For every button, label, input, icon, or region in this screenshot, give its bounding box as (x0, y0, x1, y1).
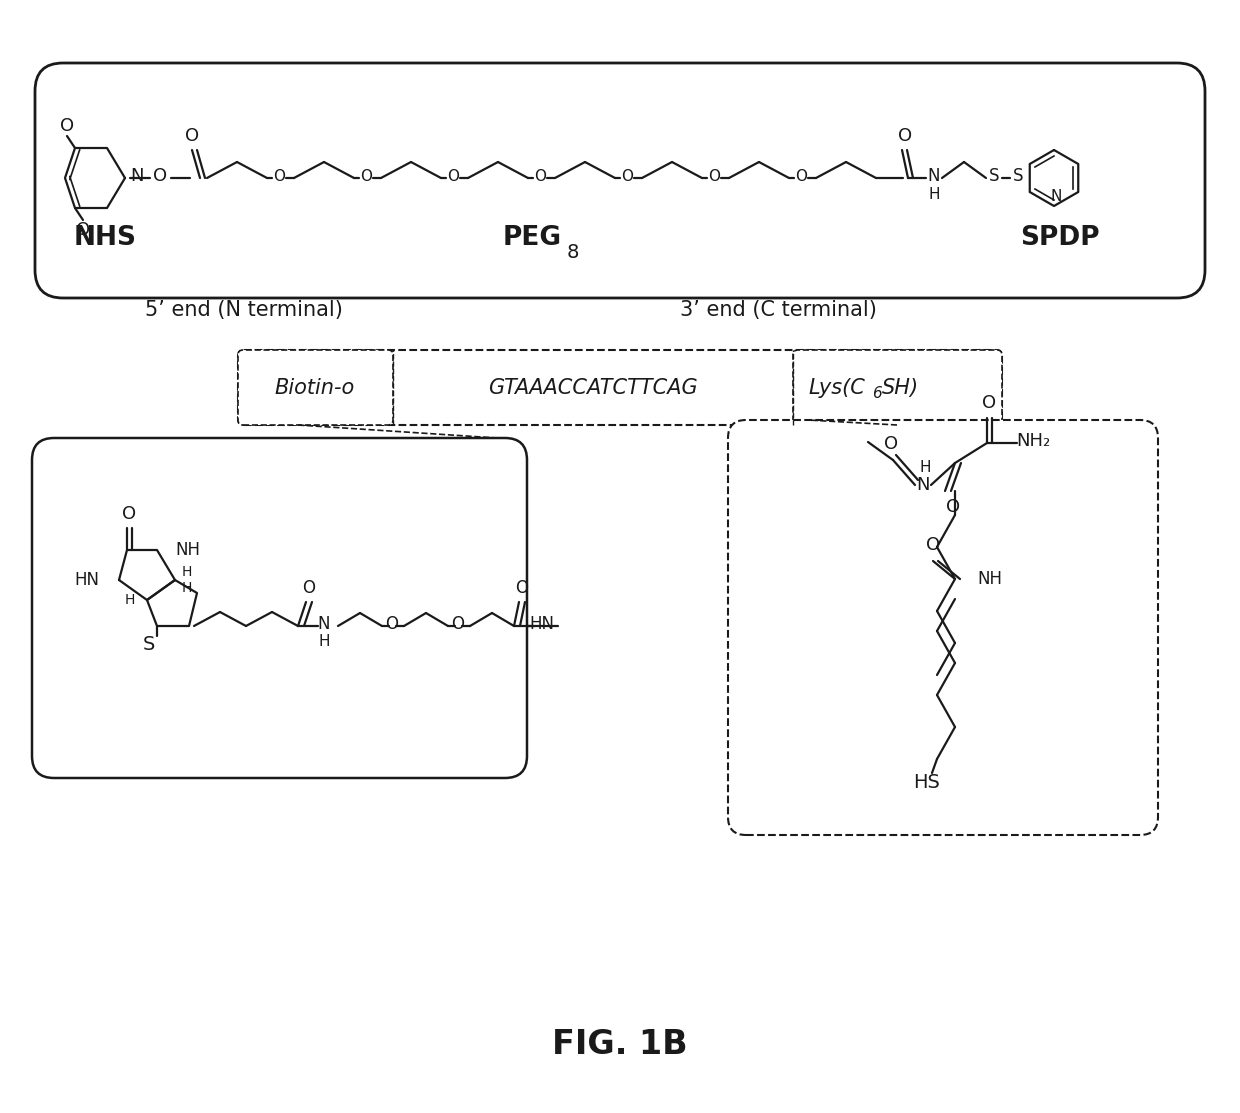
Text: O: O (795, 168, 807, 184)
Text: O: O (982, 394, 996, 412)
Text: S: S (143, 634, 155, 653)
Text: 8: 8 (567, 243, 579, 262)
Text: N: N (916, 476, 930, 494)
Text: PEG: PEG (503, 225, 562, 252)
Text: O: O (926, 536, 940, 554)
Text: O: O (516, 579, 528, 597)
Text: HN: HN (74, 571, 99, 589)
Text: GTAAACCATCTTCAG: GTAAACCATCTTCAG (489, 378, 698, 398)
Text: H: H (182, 581, 192, 595)
Text: O: O (153, 167, 167, 185)
Text: HN: HN (529, 615, 554, 633)
Text: SPDP: SPDP (1021, 225, 1100, 252)
Text: O: O (273, 168, 285, 184)
Text: O: O (60, 117, 74, 135)
FancyBboxPatch shape (794, 349, 1002, 425)
FancyBboxPatch shape (35, 63, 1205, 298)
Text: O: O (386, 615, 398, 633)
Text: NH₂: NH₂ (1016, 432, 1050, 450)
Text: H: H (125, 593, 135, 607)
FancyBboxPatch shape (238, 349, 1002, 425)
Text: O: O (708, 168, 720, 184)
Text: N: N (1050, 188, 1061, 204)
Text: Biotin-o: Biotin-o (275, 378, 355, 398)
Text: S: S (1013, 167, 1023, 185)
Text: NH: NH (175, 541, 200, 559)
Text: S: S (988, 167, 999, 185)
Text: O: O (621, 168, 632, 184)
FancyBboxPatch shape (238, 349, 393, 425)
Text: H: H (919, 460, 931, 474)
Text: HS: HS (914, 774, 940, 792)
Text: O: O (303, 579, 315, 597)
FancyBboxPatch shape (32, 439, 527, 778)
Text: O: O (451, 615, 465, 633)
Text: O: O (946, 498, 960, 516)
Text: 5’ end (N terminal): 5’ end (N terminal) (145, 301, 343, 321)
Text: O: O (898, 127, 913, 145)
Text: SH): SH) (882, 378, 919, 398)
Text: H: H (182, 565, 192, 579)
Text: N: N (130, 167, 144, 185)
Text: 3’ end (C terminal): 3’ end (C terminal) (680, 301, 877, 321)
Text: O: O (76, 221, 91, 239)
Text: N: N (928, 167, 940, 185)
Text: O: O (884, 435, 898, 453)
Text: 6: 6 (872, 385, 882, 401)
Text: N: N (317, 615, 330, 633)
Text: H: H (319, 633, 330, 649)
Text: O: O (534, 168, 546, 184)
Text: O: O (446, 168, 459, 184)
Text: H: H (929, 187, 940, 201)
Text: NHS: NHS (73, 225, 136, 252)
Text: O: O (185, 127, 200, 145)
FancyBboxPatch shape (728, 420, 1158, 835)
Text: Lys(C: Lys(C (808, 378, 864, 398)
Text: O: O (360, 168, 372, 184)
Text: FIG. 1B: FIG. 1B (552, 1028, 688, 1062)
Text: O: O (122, 505, 136, 523)
Text: NH: NH (977, 570, 1002, 588)
